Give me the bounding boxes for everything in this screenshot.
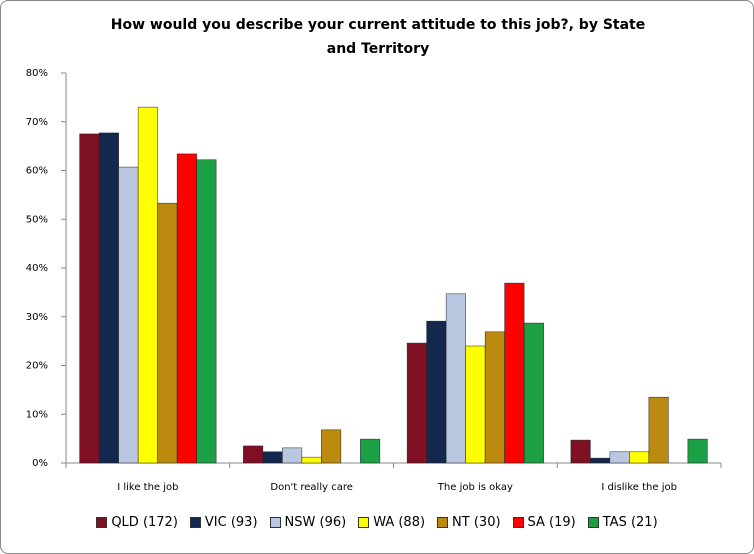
- legend-item: SA (19): [512, 515, 576, 530]
- legend: QLD (172) VIC (93) NSW (96) WA (88) NT (30) S…: [1, 515, 753, 530]
- x-tick-label: I like the job: [117, 482, 178, 493]
- bar: [570, 439, 591, 464]
- legend-item: NSW (96): [269, 515, 347, 530]
- legend-swatch: [189, 517, 201, 528]
- bar: [629, 451, 650, 464]
- x-tick-label: The job is okay: [437, 482, 513, 493]
- bar: [157, 202, 178, 464]
- bar: [243, 445, 264, 464]
- legend-label: QLD (172): [111, 515, 178, 530]
- bar: [360, 438, 381, 464]
- bar: [118, 166, 139, 464]
- legend-label: NT (30): [452, 515, 501, 530]
- y-tick-label: 70%: [26, 117, 48, 128]
- y-tick-label: 50%: [26, 214, 48, 225]
- legend-swatch: [269, 517, 281, 528]
- bar: [137, 106, 158, 464]
- x-tick-label: Don't really care: [270, 482, 353, 493]
- bar: [687, 438, 708, 464]
- bar: [406, 342, 427, 464]
- bar: [321, 429, 342, 464]
- y-tick-label: 60%: [26, 166, 48, 177]
- bar: [445, 293, 466, 464]
- legend-swatch: [96, 517, 108, 528]
- legend-item: QLD (172): [96, 515, 178, 530]
- legend-label: WA (88): [373, 515, 426, 530]
- legend-label: NSW (96): [284, 515, 347, 530]
- x-tick-label: I dislike the job: [601, 482, 677, 493]
- legend-item: WA (88): [358, 515, 425, 530]
- y-tick-label: 20%: [26, 361, 48, 372]
- legend-label: SA (19): [527, 515, 576, 530]
- bar: [282, 447, 303, 464]
- bar: [523, 322, 544, 464]
- bar: [484, 331, 505, 464]
- legend-swatch: [512, 517, 524, 528]
- bar: [301, 456, 322, 464]
- y-tick-label: 0%: [32, 458, 48, 469]
- legend-item: TAS (21): [587, 515, 658, 530]
- bar: [465, 345, 486, 464]
- legend-item: NT (30): [437, 515, 501, 530]
- bar: [79, 133, 100, 464]
- bar: [196, 159, 217, 464]
- bar: [262, 451, 283, 464]
- legend-swatch: [437, 517, 449, 528]
- legend-label: TAS (21): [602, 515, 658, 530]
- legend-swatch: [587, 517, 599, 528]
- bar: [590, 457, 611, 464]
- legend-swatch: [358, 517, 370, 528]
- y-tick-label: 30%: [26, 312, 48, 323]
- chart-title: How would you describe your current atti…: [110, 17, 646, 57]
- bar: [98, 132, 119, 464]
- y-tick-label: 80%: [26, 68, 48, 79]
- bar: [504, 282, 525, 464]
- bar: [648, 396, 669, 464]
- y-tick-label: 40%: [26, 263, 48, 274]
- bar: [176, 153, 197, 464]
- legend-item: VIC (93): [189, 515, 258, 530]
- bar: [426, 320, 447, 464]
- y-tick-label: 10%: [26, 409, 48, 420]
- legend-label: VIC (93): [204, 515, 258, 530]
- bar: [609, 451, 630, 464]
